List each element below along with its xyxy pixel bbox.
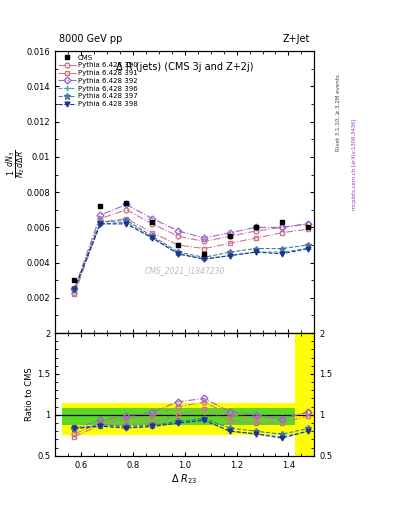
- Pythia 6.428 396: [228, 252, 233, 259]
- CMS: [98, 203, 103, 209]
- Pythia 6.428 391: [124, 216, 129, 222]
- Pythia 6.428 397: [150, 233, 155, 239]
- Pythia 6.428 396: [176, 251, 181, 257]
- Pythia 6.428 391: [150, 229, 155, 236]
- Pythia 6.428 397: [72, 286, 77, 292]
- Pythia 6.428 396: [124, 219, 129, 225]
- Pythia 6.428 390: [254, 228, 259, 234]
- Pythia 6.428 397: [176, 249, 181, 255]
- Pythia 6.428 396: [306, 245, 310, 251]
- Line: Pythia 6.428 396: Pythia 6.428 396: [71, 219, 311, 292]
- Pythia 6.428 398: [228, 252, 233, 259]
- Legend: CMS, Pythia 6.428 390, Pythia 6.428 391, Pythia 6.428 392, Pythia 6.428 396, Pyt: CMS, Pythia 6.428 390, Pythia 6.428 391,…: [57, 53, 139, 109]
- Text: Δ R (jets) (CMS 3j and Z+2j): Δ R (jets) (CMS 3j and Z+2j): [116, 62, 253, 73]
- CMS: [280, 219, 285, 225]
- Pythia 6.428 392: [98, 212, 103, 218]
- Text: CMS_2021_I1847230: CMS_2021_I1847230: [145, 267, 225, 275]
- Pythia 6.428 391: [176, 242, 181, 248]
- Pythia 6.428 392: [306, 221, 310, 227]
- Pythia 6.428 398: [72, 286, 77, 292]
- Pythia 6.428 390: [98, 216, 103, 222]
- Pythia 6.428 397: [124, 217, 129, 223]
- Text: 8000 GeV pp: 8000 GeV pp: [59, 33, 122, 44]
- CMS: [124, 200, 129, 206]
- Pythia 6.428 390: [228, 233, 233, 239]
- Pythia 6.428 398: [150, 235, 155, 241]
- Text: $\frac{1}{N_2}\frac{dN_3}{d\Delta R}$: $\frac{1}{N_2}\frac{dN_3}{d\Delta R}$: [4, 150, 28, 178]
- Pythia 6.428 397: [202, 254, 207, 261]
- Pythia 6.428 390: [176, 233, 181, 239]
- Pythia 6.428 397: [254, 245, 259, 251]
- Pythia 6.428 391: [254, 235, 259, 241]
- Pythia 6.428 391: [306, 226, 310, 232]
- Pythia 6.428 392: [124, 201, 129, 207]
- Pythia 6.428 391: [228, 240, 233, 246]
- Pythia 6.428 392: [254, 224, 259, 230]
- Pythia 6.428 396: [72, 286, 77, 292]
- Pythia 6.428 391: [202, 245, 207, 251]
- Pythia 6.428 392: [202, 235, 207, 241]
- Text: Rivet 3.1.10, ≥ 3.2M events: Rivet 3.1.10, ≥ 3.2M events: [336, 74, 341, 151]
- Pythia 6.428 391: [72, 291, 77, 297]
- Pythia 6.428 396: [150, 235, 155, 241]
- Pythia 6.428 390: [150, 221, 155, 227]
- Pythia 6.428 390: [306, 221, 310, 227]
- Pythia 6.428 392: [228, 229, 233, 236]
- Line: Pythia 6.428 397: Pythia 6.428 397: [71, 217, 311, 292]
- Pythia 6.428 397: [306, 242, 310, 248]
- CMS: [228, 233, 233, 239]
- CMS: [254, 224, 259, 230]
- Line: Pythia 6.428 398: Pythia 6.428 398: [72, 221, 310, 291]
- Line: CMS: CMS: [72, 200, 310, 283]
- Pythia 6.428 396: [98, 221, 103, 227]
- Pythia 6.428 397: [98, 219, 103, 225]
- Line: Pythia 6.428 391: Pythia 6.428 391: [72, 216, 310, 297]
- Line: Pythia 6.428 390: Pythia 6.428 390: [72, 207, 310, 295]
- CMS: [202, 251, 207, 257]
- Pythia 6.428 396: [254, 249, 259, 255]
- Pythia 6.428 391: [280, 229, 285, 236]
- Pythia 6.428 398: [98, 221, 103, 227]
- X-axis label: $\Delta\ R_{23}$: $\Delta\ R_{23}$: [171, 472, 198, 486]
- Pythia 6.428 390: [124, 207, 129, 213]
- Pythia 6.428 390: [280, 224, 285, 230]
- Pythia 6.428 391: [98, 219, 103, 225]
- CMS: [150, 219, 155, 225]
- Pythia 6.428 396: [202, 256, 207, 262]
- Y-axis label: Ratio to CMS: Ratio to CMS: [25, 368, 34, 421]
- Pythia 6.428 392: [176, 228, 181, 234]
- Line: Pythia 6.428 392: Pythia 6.428 392: [72, 202, 310, 291]
- Pythia 6.428 396: [280, 249, 285, 255]
- Pythia 6.428 398: [306, 245, 310, 251]
- Text: Z+Jet: Z+Jet: [283, 33, 310, 44]
- Pythia 6.428 397: [228, 249, 233, 255]
- Pythia 6.428 398: [124, 221, 129, 227]
- Pythia 6.428 390: [202, 239, 207, 245]
- Pythia 6.428 398: [254, 249, 259, 255]
- Pythia 6.428 392: [150, 216, 155, 222]
- Pythia 6.428 397: [280, 245, 285, 251]
- CMS: [306, 224, 310, 230]
- Pythia 6.428 398: [202, 256, 207, 262]
- Pythia 6.428 392: [280, 224, 285, 230]
- Pythia 6.428 398: [280, 251, 285, 257]
- Pythia 6.428 390: [72, 289, 77, 295]
- Text: mcplots.cern.ch [arXiv:1306.3436]: mcplots.cern.ch [arXiv:1306.3436]: [352, 118, 357, 209]
- CMS: [72, 277, 77, 283]
- Pythia 6.428 398: [176, 251, 181, 257]
- CMS: [176, 242, 181, 248]
- Pythia 6.428 392: [72, 286, 77, 292]
